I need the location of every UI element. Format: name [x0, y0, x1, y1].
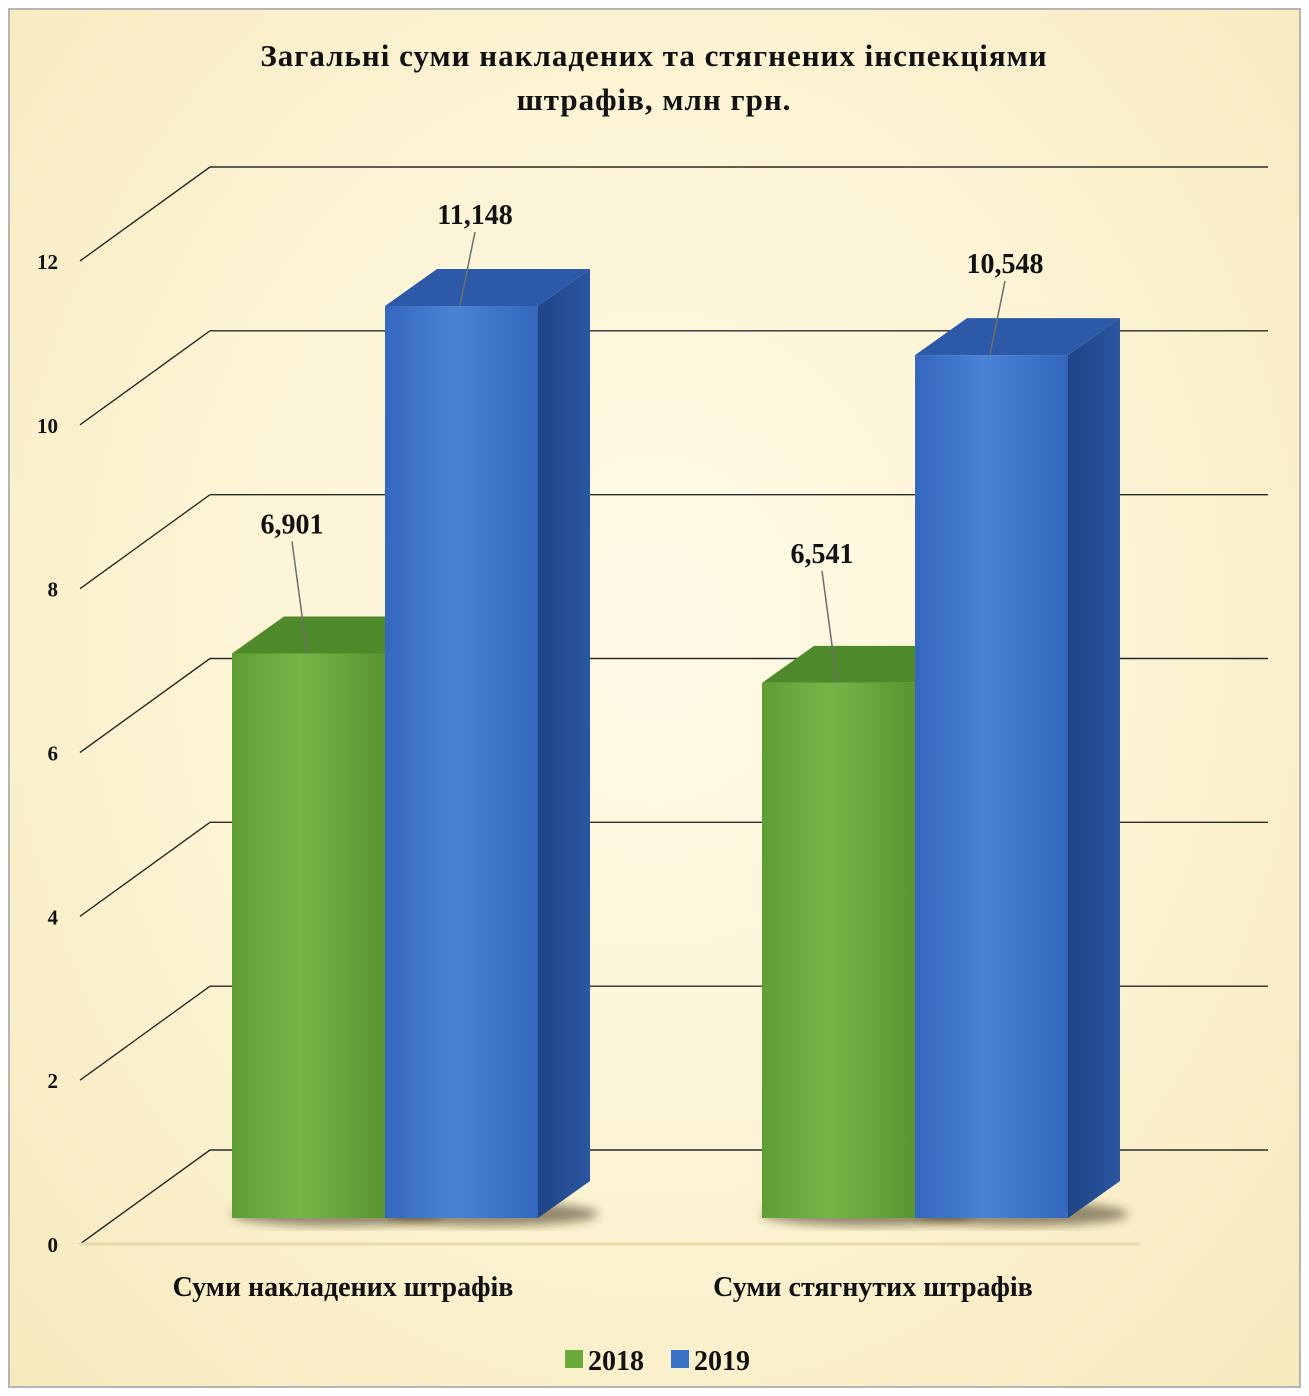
data-label-leader — [291, 541, 308, 654]
bar-top-2019-1 — [915, 318, 1120, 356]
y-axis-ticks: 0 2 4 6 8 10 12 — [37, 250, 59, 1257]
y-tick-label: 6 — [48, 742, 59, 766]
bar-2019-0 — [385, 306, 538, 1218]
chart-title-line-2: штрафів, млн грн. — [517, 82, 792, 117]
bar-top-2019-0 — [385, 269, 590, 306]
bars — [232, 269, 1128, 1226]
y-tick-label: 2 — [48, 1069, 59, 1093]
legend-label-2019: 2019 — [694, 1346, 750, 1377]
data-label-leader — [459, 231, 476, 306]
category-label-collected: Суми стягнутих штрафів — [713, 1272, 1033, 1303]
gridline-side — [79, 821, 211, 917]
data-label-2019-0: 11,148 — [437, 200, 512, 231]
gridline-side — [79, 1149, 211, 1245]
legend-label-2018: 2018 — [588, 1346, 644, 1377]
gridline-side — [79, 985, 211, 1081]
data-labels: 6,901 11,148 6,541 10,548 — [261, 200, 1044, 683]
legend-swatch-2019 — [671, 1350, 689, 1368]
bar-side-2019-1 — [1068, 318, 1120, 1218]
chart-title-line-1: Загальні суми накладених та стягнених ін… — [260, 38, 1047, 73]
data-label-leader — [989, 280, 1006, 355]
y-tick-label: 10 — [37, 414, 58, 438]
gridline-side — [79, 494, 211, 590]
data-label-2019-1: 10,548 — [967, 249, 1044, 280]
bar-side-2019-0 — [538, 269, 590, 1218]
gridline-side — [79, 657, 211, 754]
data-label-2018-1: 6,541 — [791, 539, 854, 570]
bar-2018-0 — [232, 653, 385, 1218]
data-label-leader — [821, 570, 838, 683]
gridline-side — [79, 166, 211, 262]
legend: 2018 2019 — [565, 1346, 750, 1377]
category-label-imposed: Суми накладених штрафів — [173, 1272, 514, 1303]
legend-swatch-2018 — [565, 1350, 583, 1368]
gridline-side — [79, 330, 211, 426]
y-tick-label: 0 — [48, 1233, 59, 1257]
y-tick-label: 4 — [48, 905, 59, 929]
y-tick-label: 8 — [48, 578, 59, 602]
y-tick-label: 12 — [37, 250, 58, 274]
bar-2019-1 — [915, 355, 1068, 1218]
data-label-2018-0: 6,901 — [261, 509, 324, 540]
bar-2018-1 — [762, 682, 915, 1218]
